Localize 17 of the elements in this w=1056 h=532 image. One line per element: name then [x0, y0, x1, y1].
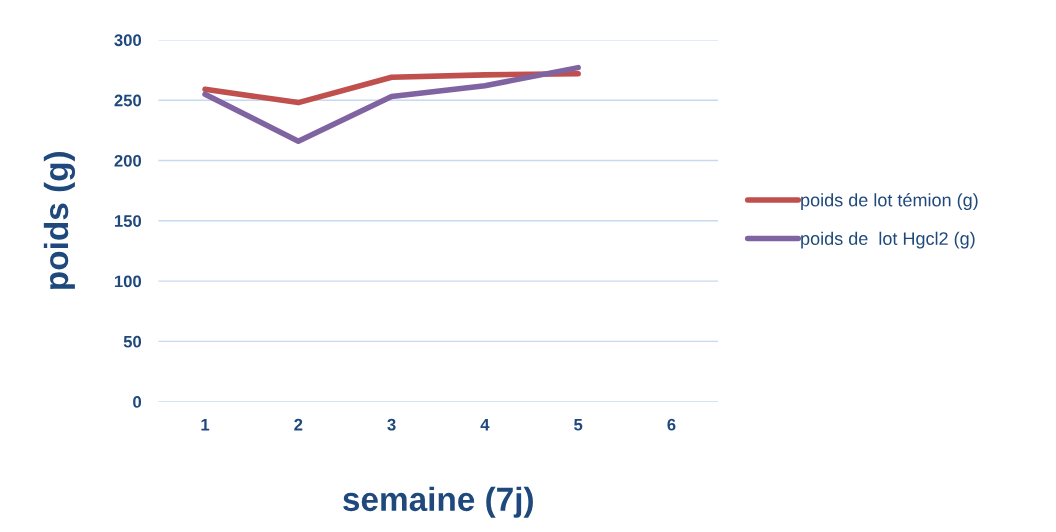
y-tick-label: 150	[114, 215, 142, 227]
y-tick-label: 250	[114, 94, 142, 107]
y-tick-label: 50	[123, 335, 142, 348]
x-tick-label: 6	[667, 418, 676, 431]
x-tick-label: 1	[201, 418, 210, 431]
x-tick-label: 5	[574, 418, 583, 431]
x-tick-label: 2	[294, 418, 303, 431]
y-axis-title: poids (g)	[43, 152, 76, 289]
x-axis-title: semaine (7j)	[343, 486, 533, 518]
y-tick-label: 200	[114, 154, 142, 167]
y-tick-label: 300	[114, 34, 142, 47]
x-tick-label: 3	[387, 418, 396, 431]
legend-label: poids de lot témion (g)	[801, 193, 978, 211]
legend-label: poids de lot Hgcl2 (g)	[801, 231, 975, 249]
y-tick-label: 0	[133, 396, 142, 408]
y-tick-label: 100	[114, 275, 142, 288]
x-tick-label: 4	[480, 418, 490, 431]
